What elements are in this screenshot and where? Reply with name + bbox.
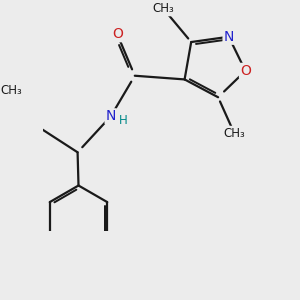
- Text: O: O: [240, 64, 251, 78]
- Text: H: H: [119, 113, 128, 127]
- Text: N: N: [224, 30, 234, 44]
- Text: CH₃: CH₃: [1, 83, 22, 97]
- Text: O: O: [112, 27, 123, 41]
- Text: CH₃: CH₃: [224, 127, 245, 140]
- Text: N: N: [106, 109, 116, 123]
- Text: CH₃: CH₃: [153, 2, 174, 15]
